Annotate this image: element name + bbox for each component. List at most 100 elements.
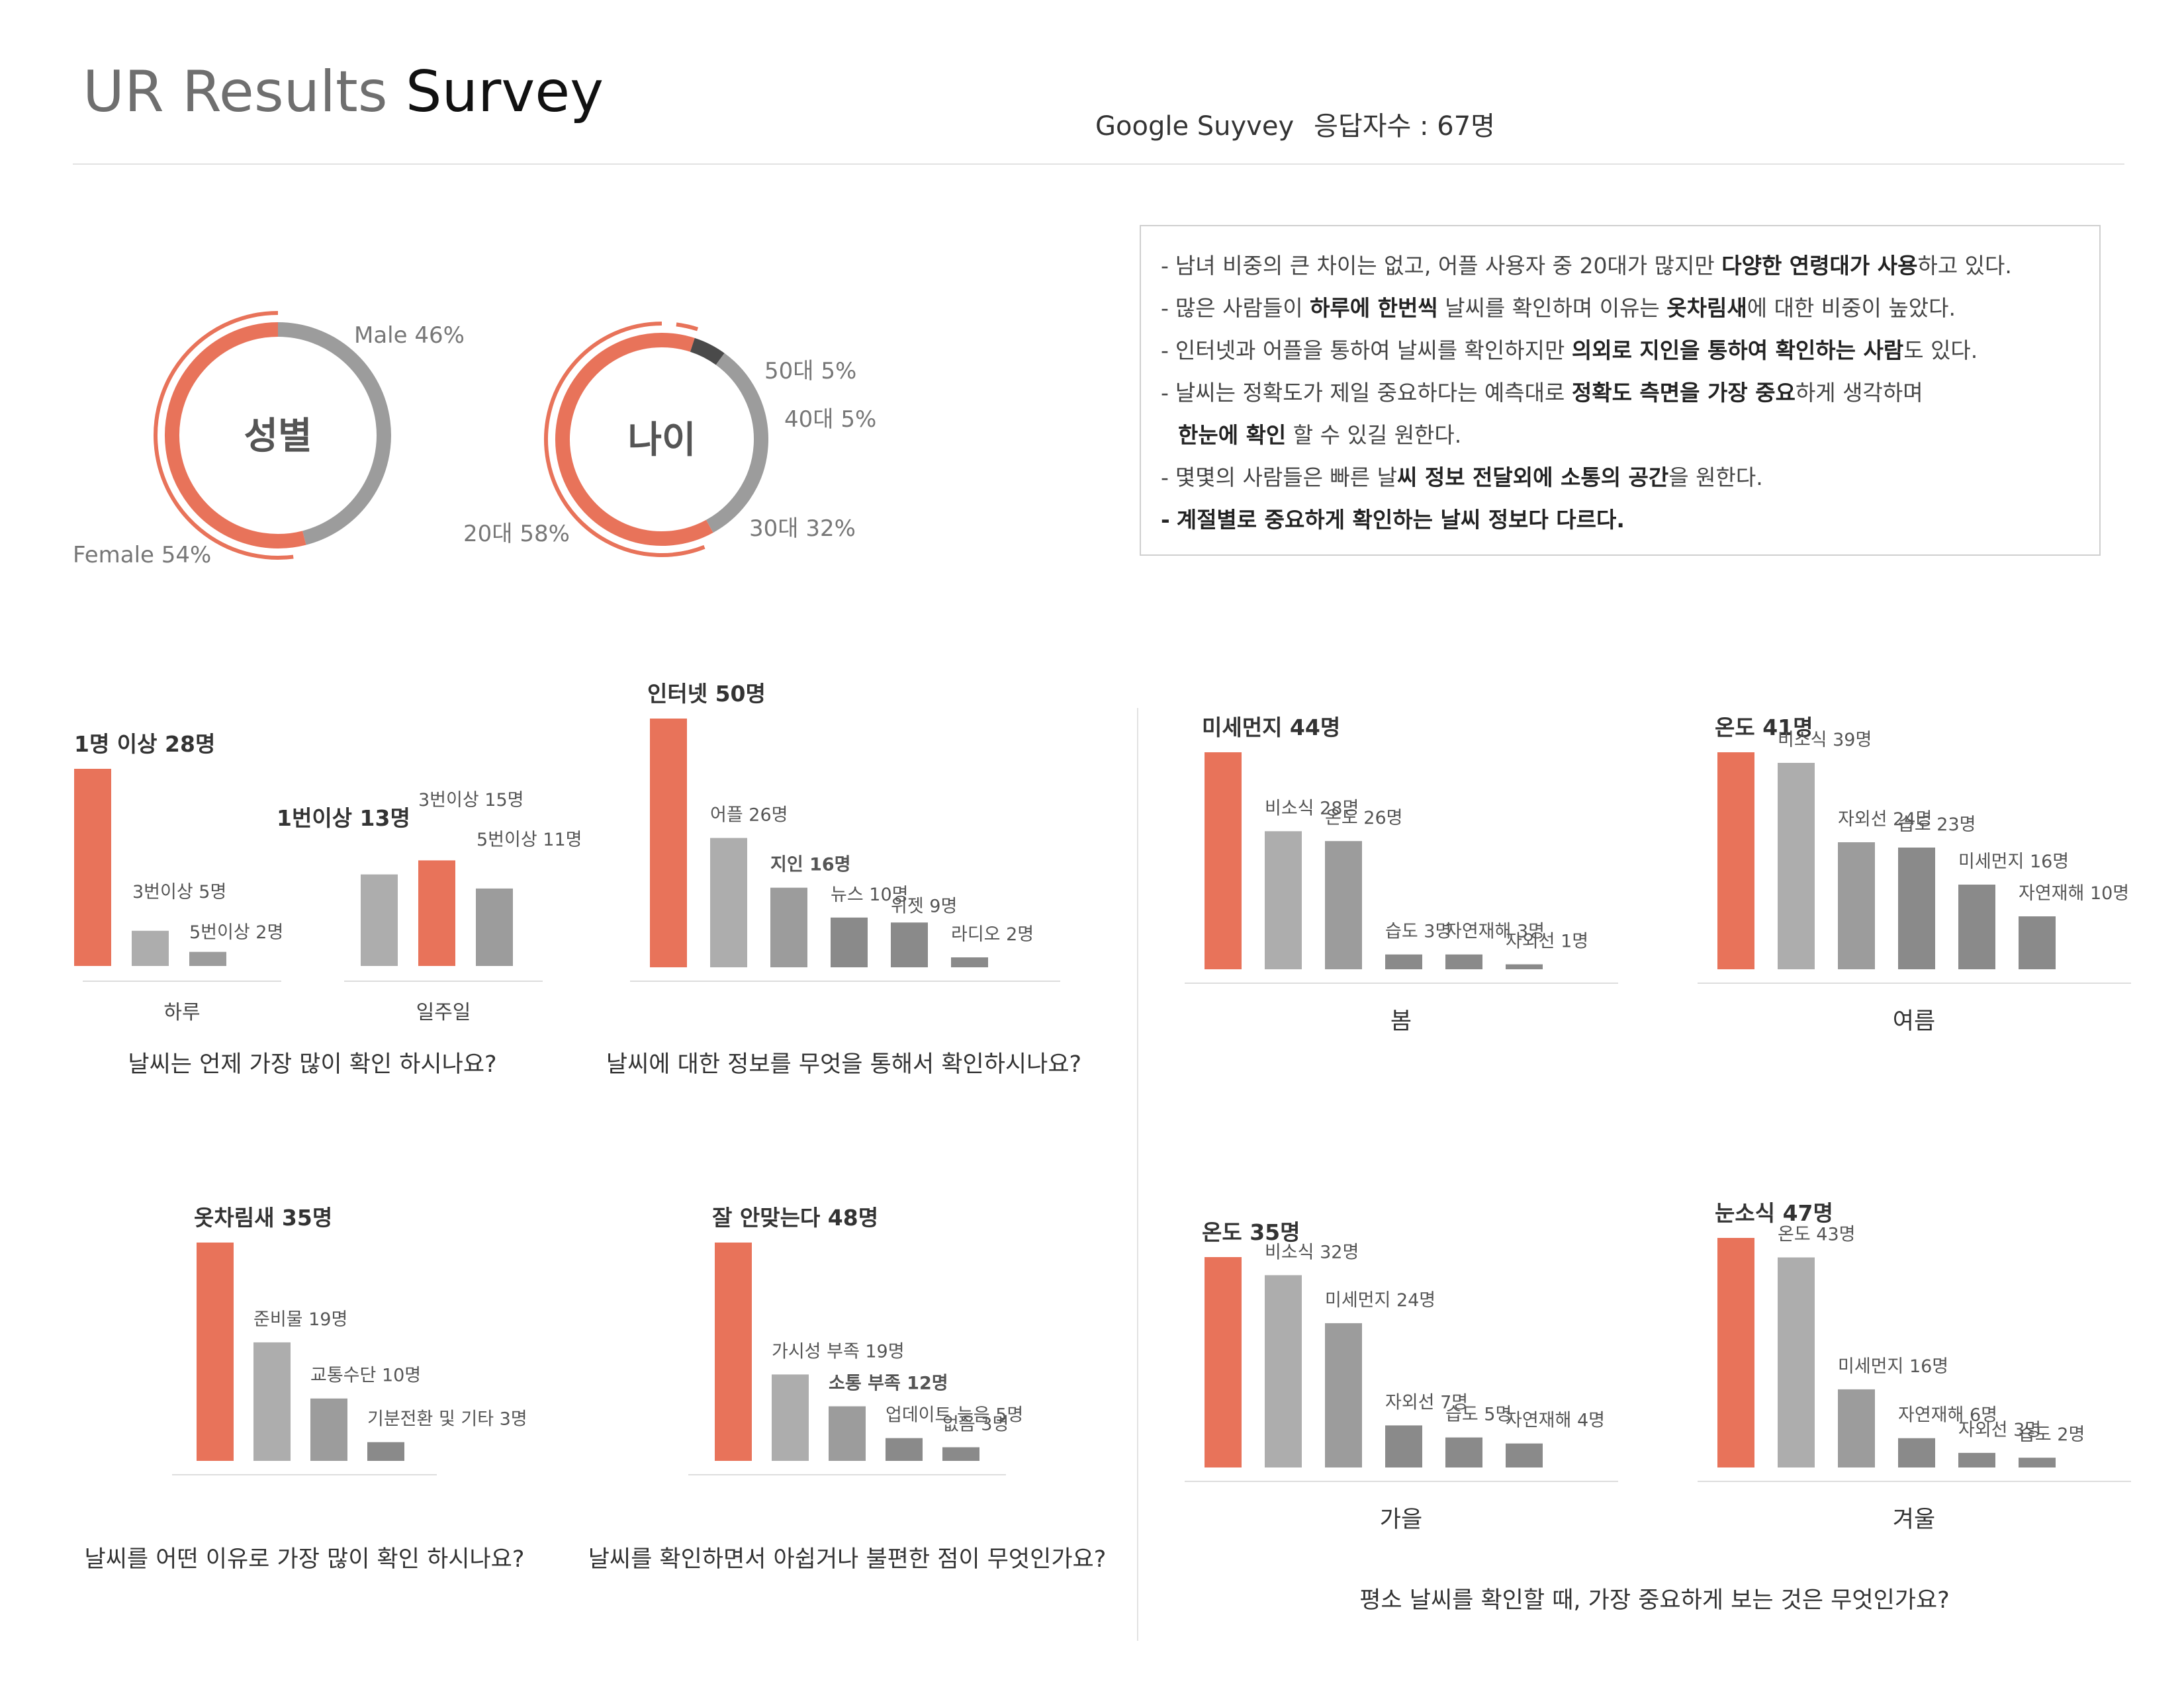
bar [942,1447,979,1461]
donut-slice [164,322,306,548]
bar [1385,1425,1422,1467]
bar-label: 뉴스 10명 [831,885,908,905]
season-label: 여름 [1893,1008,1935,1035]
bar-axis [1698,1481,2131,1482]
bar [1205,752,1242,969]
survey-info: Google Suyvey 응답자수 : 67명 [1095,105,1495,143]
section-divider [1137,708,1138,1641]
bar-label: 습도 2명 [2019,1424,2085,1445]
donut-label: 30대 32% [749,515,856,542]
bar [1385,954,1422,969]
bar-label: 자외선 3명 [1958,1420,2041,1440]
donut-highlight-ring [543,322,705,557]
bar-axis [83,981,281,982]
bar [197,1243,234,1461]
bar [189,951,226,966]
summary-text: 날씨를 확인하며 이유는 [1437,295,1667,321]
bar-label: 습도 3명 [1385,922,1451,942]
donut-slice [690,337,725,365]
bar [2019,1458,2056,1467]
donut-highlight-ring [153,311,294,560]
summary-text: 하게 생각하며 [1795,380,1923,406]
header-divider [73,163,2124,165]
bar-label: 온도 35명 [1202,1219,1300,1245]
summary-line: - 인터넷과 어플을 통하여 날씨를 확인하지만 의외로 지인을 통하여 확인하는… [1161,329,2099,372]
respondent-count: 응답자수 : 67명 [1314,111,1495,142]
bar-label: 1명 이상 28명 [74,731,215,757]
summary-dash: - [1161,253,1169,279]
bar-label: 5번이상 2명 [189,922,283,943]
donut-center-title: 성별 [244,415,312,458]
bar-label: 미세먼지 24명 [1325,1290,1435,1311]
bar-label: 업데이트 늦음 5명 [886,1405,1023,1426]
summary-text: 씨 정보 전달외에 소통의 공간 [1397,464,1669,490]
summary-text: 옷차림새 [1666,295,1747,321]
bar-label: 습도 5명 [1445,1405,1512,1425]
summary-text: 다양한 연령대가 사용 [1721,253,1918,279]
bar-label: 비소식 28명 [1265,798,1359,818]
bar-axis [630,981,1060,982]
bar [829,1406,866,1461]
season-label: 가을 [1380,1507,1422,1533]
summary-text: 도 있다. [1903,337,1978,363]
summary-line: - 계절별로 중요하게 확인하는 날씨 정보다 다르다. [1161,499,2099,541]
bar [1205,1257,1242,1467]
donut-slice [555,333,713,546]
question-text: 날씨에 대한 정보를 무엇을 통해서 확인하시나요? [606,1051,1081,1078]
bar [1958,1452,1995,1467]
donut-label: Male 46% [354,322,465,349]
bar-label: 1번이상 13명 [277,805,410,831]
bar [1778,1257,1815,1467]
bar-label: 소통 부족 12명 [829,1374,948,1394]
summary-text: 하고 있다. [1917,253,2012,279]
group-label: 일주일 [416,1001,471,1024]
summary-line: - 많은 사람들이 하루에 한번씩 날씨를 확인하며 이유는 옷차림새에 대한 비… [1161,287,2099,329]
bar [831,917,868,967]
donut-slice [277,322,391,545]
bar [1325,841,1362,969]
bar [1838,1389,1875,1467]
bar-axis [688,1474,1006,1475]
question-text: 날씨를 어떤 이유로 가장 많이 확인 하시나요? [85,1546,525,1573]
bar-label: 준비물 19명 [253,1309,347,1330]
bar-label: 자연재해 6명 [1898,1405,1997,1426]
bar-label: 지인 16명 [770,855,851,875]
bar-label: 습도 23명 [1898,814,1976,835]
summary-text: 계절별로 중요하게 확인하는 날씨 정보다 다르다. [1176,507,1625,533]
bar [891,922,928,967]
bar [1445,954,1482,969]
bar-axis [1698,983,2131,984]
bar [253,1342,291,1461]
bar-label: 자외선 1명 [1506,932,1588,952]
bar-label: 온도 41명 [1715,715,1813,740]
bar-label: 잘 안맞는다 48명 [712,1205,878,1231]
bar-label: 가시성 부족 19명 [772,1341,905,1362]
bar [770,887,807,967]
bar-label: 3번이상 15명 [418,790,523,810]
bar [650,719,687,967]
bar [1958,885,1995,969]
donut-slice [661,333,695,352]
bar-label: 라디오 2명 [951,924,1034,945]
season-label: 봄 [1390,1008,1412,1035]
bar-label: 옷차림새 35명 [194,1205,332,1231]
summary-dash: - [1161,380,1169,406]
bar-label: 자외선 24명 [1838,809,1932,830]
summary-text: 정확도 측면을 가장 중요 [1571,380,1796,406]
bar-label: 자연재해 4명 [1506,1411,1605,1431]
question-text: 날씨를 확인하면서 아쉽거나 불편한 점이 무엇인가요? [588,1546,1107,1573]
bar [951,957,988,967]
bar [1325,1323,1362,1467]
donut-label: 20대 58% [463,521,570,547]
title-bold: Survey [405,59,604,125]
bar-axis [1185,983,1618,984]
bar [2019,916,2056,969]
bar-label: 미세먼지 16명 [1838,1356,1948,1377]
summary-line: - 몇몇의 사람들은 빠른 날씨 정보 전달외에 소통의 공간을 원한다. [1161,457,2099,499]
bar-label: 위젯 9명 [891,896,957,916]
bar-label: 자외선 7명 [1385,1392,1468,1413]
summary-dash: - [1161,507,1170,533]
bar-label: 미세먼지 16명 [1958,852,2069,872]
bar-axis [344,981,543,982]
bar [1506,964,1543,969]
